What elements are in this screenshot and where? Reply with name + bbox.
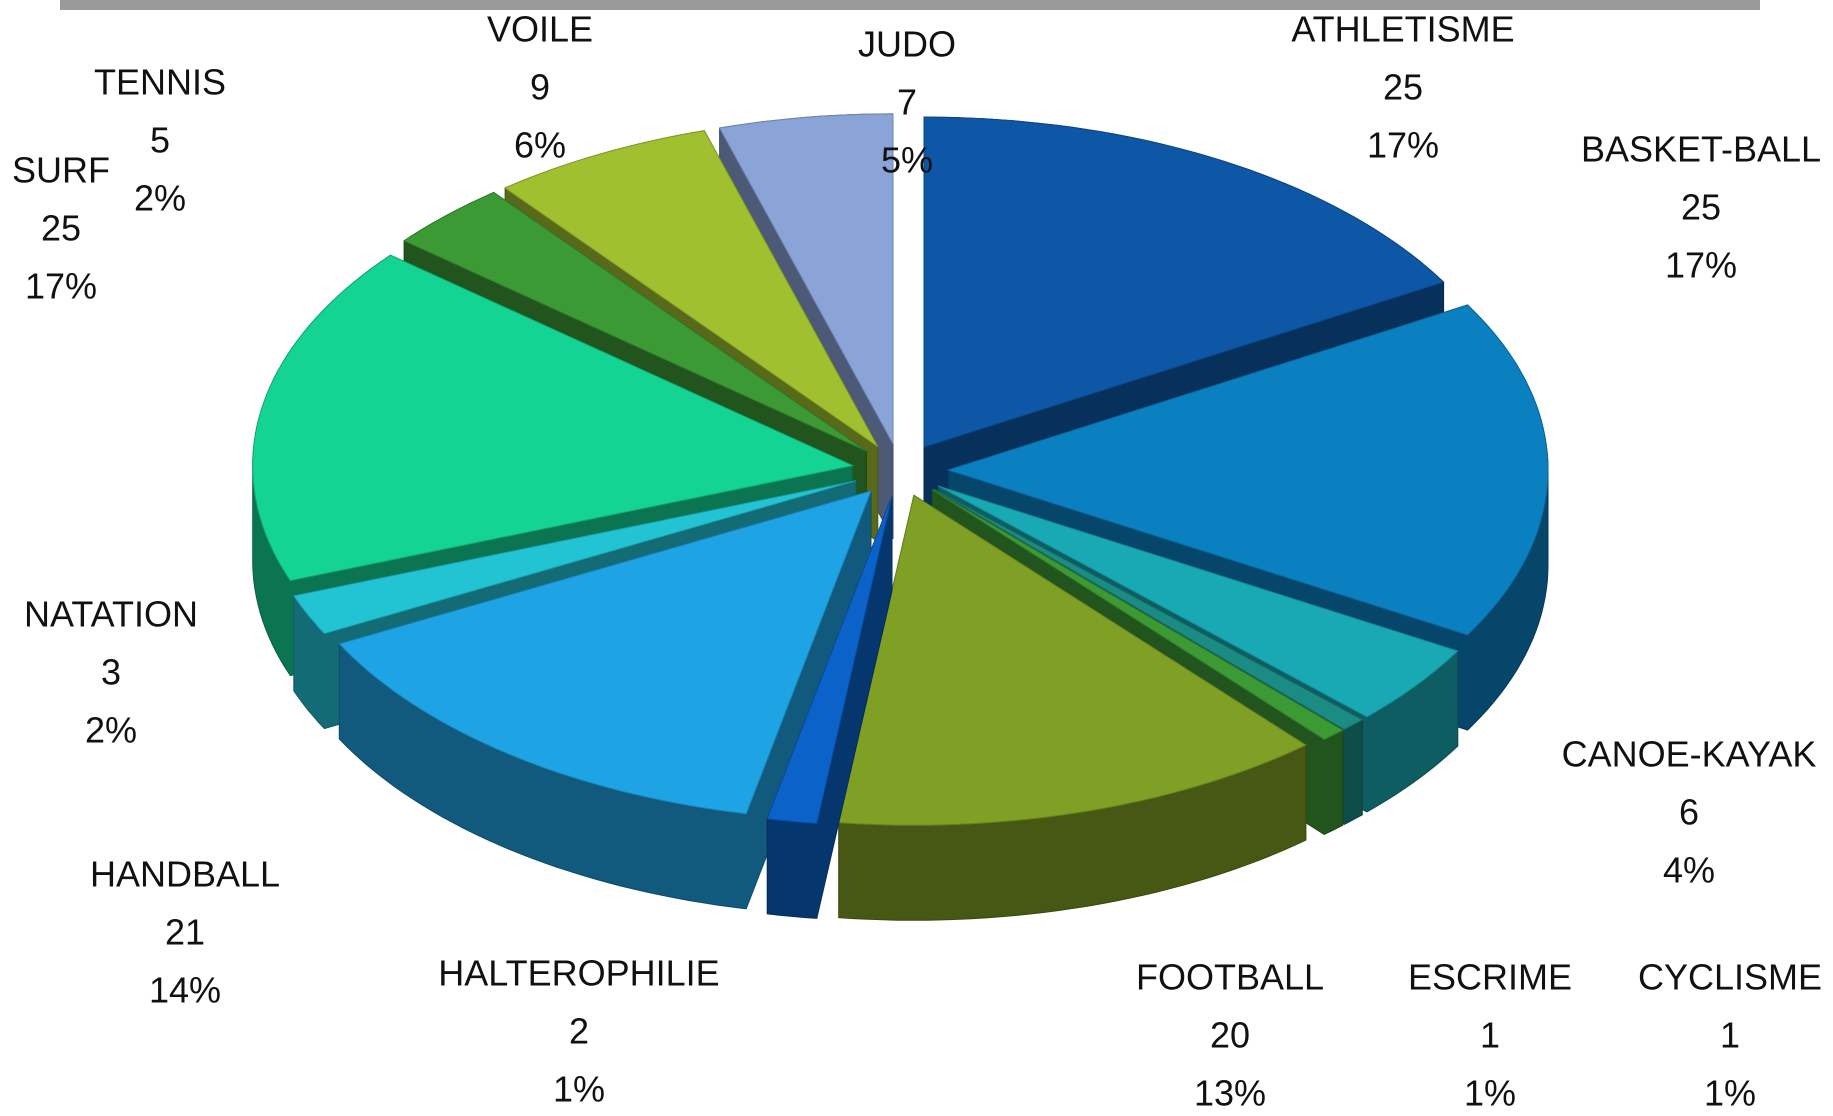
- slice-label-name: ESCRIME: [1408, 957, 1572, 998]
- slice-label-name: JUDO: [858, 24, 956, 65]
- slice-label-value: 5: [150, 120, 170, 161]
- slice-label-value: 25: [1681, 187, 1721, 228]
- slice-label-value: 25: [1383, 67, 1423, 108]
- chart: ATHLETISME2517%BASKET-BALL2517%CANOE-KAY…: [0, 0, 1833, 1116]
- slice-label-name: HALTEROPHILIE: [438, 953, 719, 994]
- slice-label-name: SURF: [12, 150, 110, 191]
- slice-label-percent: 5%: [881, 140, 933, 181]
- slice-label-percent: 14%: [149, 970, 221, 1011]
- slice-label-name: HANDBALL: [90, 854, 280, 895]
- slice-label-percent: 1%: [1464, 1073, 1516, 1114]
- slice-label-value: 21: [165, 912, 205, 953]
- slice-label-value: 2: [569, 1011, 589, 1052]
- slice-label-percent: 6%: [514, 125, 566, 166]
- slice-label-value: 25: [41, 208, 81, 249]
- slice-label-value: 7: [897, 82, 917, 123]
- slice-label-percent: 13%: [1194, 1073, 1266, 1114]
- slice-label-name: FOOTBALL: [1136, 957, 1324, 998]
- slice-label-value: 1: [1720, 1015, 1740, 1056]
- page: ATHLETISME2517%BASKET-BALL2517%CANOE-KAY…: [0, 0, 1833, 1116]
- slice-label-percent: 4%: [1663, 850, 1715, 891]
- slice-label-value: 20: [1210, 1015, 1250, 1056]
- slice-label-value: 1: [1480, 1015, 1500, 1056]
- slice-label-percent: 17%: [1367, 125, 1439, 166]
- slice-label-percent: 17%: [1665, 245, 1737, 286]
- slice-label-value: 9: [530, 67, 550, 108]
- slice-label-percent: 1%: [553, 1069, 605, 1110]
- slice-label-name: NATATION: [24, 594, 198, 635]
- slice-label-percent: 2%: [134, 178, 186, 219]
- slice-label-name: CYCLISME: [1638, 957, 1822, 998]
- slice-label-value: 6: [1679, 792, 1699, 833]
- slice-label-name: BASKET-BALL: [1581, 129, 1821, 170]
- slice-label-percent: 17%: [25, 266, 97, 307]
- slice-label-name: VOILE: [487, 9, 593, 50]
- slice-label-percent: 1%: [1704, 1073, 1756, 1114]
- slice-label-name: ATHLETISME: [1291, 9, 1514, 50]
- slice-label-percent: 2%: [85, 710, 137, 751]
- slice-label-name: TENNIS: [94, 62, 226, 103]
- slice-label-name: CANOE-KAYAK: [1562, 734, 1817, 775]
- pie: [253, 114, 1548, 920]
- slice-label-value: 3: [101, 652, 121, 693]
